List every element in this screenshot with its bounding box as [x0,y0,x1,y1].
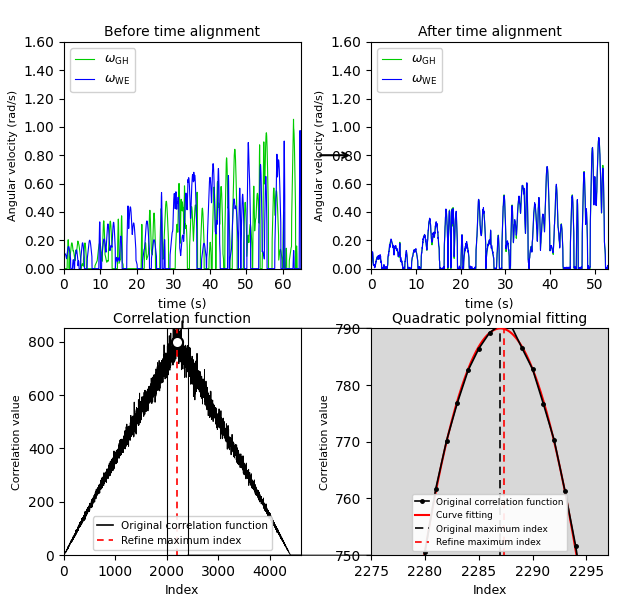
Title: Quadratic polynomial fitting: Quadratic polynomial fitting [392,312,588,326]
Y-axis label: Correlation value: Correlation value [319,394,330,490]
X-axis label: time (s): time (s) [158,298,207,311]
Title: Before time alignment: Before time alignment [104,25,260,39]
Legend: $\omega_\mathrm{GH}$, $\omega_\mathrm{WE}$: $\omega_\mathrm{GH}$, $\omega_\mathrm{WE… [378,48,442,93]
Legend: $\omega_\mathrm{GH}$, $\omega_\mathrm{WE}$: $\omega_\mathrm{GH}$, $\omega_\mathrm{WE… [70,48,135,93]
Legend: Original correlation function, Curve fitting, Original maximum index, Refine max: Original correlation function, Curve fit… [412,494,567,550]
X-axis label: time (s): time (s) [465,298,514,311]
Y-axis label: Correlation value: Correlation value [12,394,22,490]
Title: Correlation function: Correlation function [113,312,252,326]
Y-axis label: Angular velocity (rad/s): Angular velocity (rad/s) [8,90,18,221]
Y-axis label: Angular velocity (rad/s): Angular velocity (rad/s) [315,90,325,221]
Title: After time alignment: After time alignment [418,25,561,39]
X-axis label: Index: Index [165,584,200,597]
Legend: Original correlation function, Refine maximum index: Original correlation function, Refine ma… [93,516,272,550]
X-axis label: Index: Index [472,584,507,597]
